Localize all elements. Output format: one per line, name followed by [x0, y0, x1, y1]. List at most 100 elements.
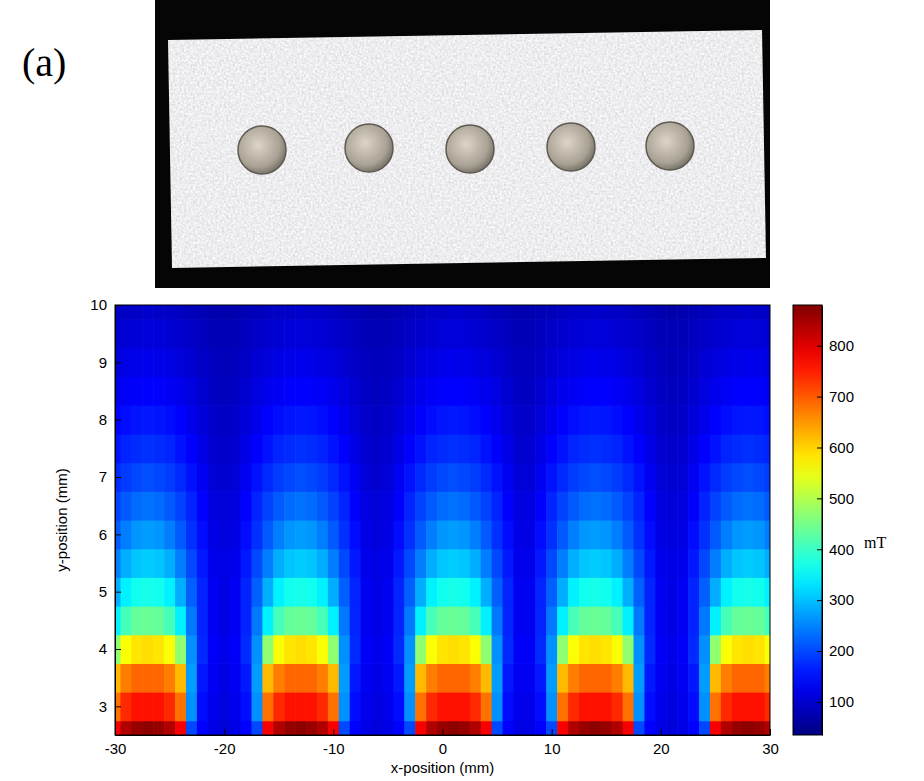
heatmap-cell [765, 606, 770, 635]
heatmap-cell [361, 348, 373, 377]
heatmap-cell [448, 663, 460, 692]
heatmap-cell [644, 405, 656, 434]
heatmap-cell [557, 721, 569, 735]
heatmap-cell [317, 463, 329, 492]
heatmap-cell [262, 463, 274, 492]
heatmap-cell [382, 491, 394, 520]
heatmap-cell [546, 405, 558, 434]
heatmap-cell [295, 377, 307, 406]
heatmap-cell [677, 405, 689, 434]
heatmap-cell [732, 577, 744, 606]
x-tick: -20 [214, 729, 236, 757]
heatmap-cell [481, 721, 493, 735]
heatmap-cell [273, 434, 285, 463]
heatmap-cell [655, 463, 667, 492]
heatmap-cell [459, 405, 471, 434]
heatmap-cell [230, 305, 242, 320]
heatmap-cell [754, 348, 766, 377]
x-tick: 30 [762, 729, 779, 757]
heatmap-cell [382, 319, 394, 348]
heatmap-cell [317, 377, 329, 406]
heatmap-cell [666, 405, 678, 434]
heatmap-cell [393, 577, 405, 606]
heatmap-cell [372, 635, 384, 664]
heatmap-cell [623, 520, 635, 549]
heatmap-cell [208, 549, 220, 578]
heatmap-cell [754, 721, 766, 735]
heatmap-cell [634, 463, 646, 492]
heatmap-cell [579, 405, 591, 434]
heatmap-cell [241, 319, 253, 348]
heatmap-cell [339, 635, 351, 664]
heatmap-cell [262, 405, 274, 434]
heatmap-cell [623, 663, 635, 692]
heatmap-cell [470, 520, 482, 549]
heatmap-cell [164, 491, 176, 520]
heatmap-cell [241, 577, 253, 606]
heatmap-cell [153, 606, 165, 635]
heatmap-cell [688, 606, 700, 635]
heatmap-cell [470, 377, 482, 406]
heatmap-cell [612, 434, 624, 463]
heatmap-cell [372, 319, 384, 348]
magnet [345, 124, 393, 172]
heatmap-cell [350, 663, 362, 692]
heatmap-cell [350, 434, 362, 463]
heatmap-cell [634, 635, 646, 664]
magnet [446, 125, 494, 173]
heatmap-cell [284, 692, 296, 721]
heatmap-cell [372, 491, 384, 520]
heatmap-cell [350, 491, 362, 520]
heatmap-cell [732, 635, 744, 664]
heatmap-cell [513, 721, 525, 735]
heatmap-cell [317, 405, 329, 434]
y-tick-label: 10 [90, 296, 107, 313]
heatmap-cell [710, 491, 722, 520]
y-tick: 9 [99, 354, 121, 371]
heatmap-cell [393, 434, 405, 463]
heatmap-cell [612, 577, 624, 606]
heatmap-cell [721, 434, 733, 463]
heatmap-cell [120, 348, 132, 377]
heatmap-cell [513, 377, 525, 406]
colorbar-tick: 600 [817, 439, 854, 456]
heatmap-cell [688, 377, 700, 406]
heatmap-cell [350, 520, 362, 549]
heatmap-cell [142, 434, 154, 463]
heatmap-cell [230, 434, 242, 463]
heatmap-cell [448, 463, 460, 492]
heatmap-cell [732, 606, 744, 635]
heatmap-cell [131, 405, 143, 434]
heatmap-cell [710, 577, 722, 606]
heatmap-cell [579, 549, 591, 578]
heatmap-cell [131, 305, 143, 320]
y-axis-line [115, 306, 116, 736]
heatmap-cell [339, 520, 351, 549]
heatmap-cell [612, 491, 624, 520]
heatmap-cell [503, 577, 515, 606]
colorbar-label: mT [864, 534, 886, 551]
heatmap-cell [644, 463, 656, 492]
heatmap-cell [164, 405, 176, 434]
heatmap-cell [732, 463, 744, 492]
heatmap-cell [765, 491, 770, 520]
heatmap-cell [415, 319, 427, 348]
heatmap-cell [437, 348, 449, 377]
heatmap-cell [459, 577, 471, 606]
x-tick-label: -20 [214, 740, 236, 757]
heatmap-cell [721, 491, 733, 520]
heatmap-cell [295, 319, 307, 348]
heatmap-cell [677, 463, 689, 492]
colorbar-tick-mark [817, 600, 822, 601]
heatmap-cell [666, 377, 678, 406]
heatmap-cell [721, 635, 733, 664]
heatmap-cell [295, 692, 307, 721]
heatmap-cell [361, 606, 373, 635]
heatmap-cell [470, 663, 482, 692]
heatmap-cell [153, 319, 165, 348]
heatmap-cell [393, 405, 405, 434]
heatmap-cell [372, 520, 384, 549]
heatmap-cell [131, 463, 143, 492]
heatmap-cell [273, 463, 285, 492]
heatmap-cell [426, 577, 438, 606]
